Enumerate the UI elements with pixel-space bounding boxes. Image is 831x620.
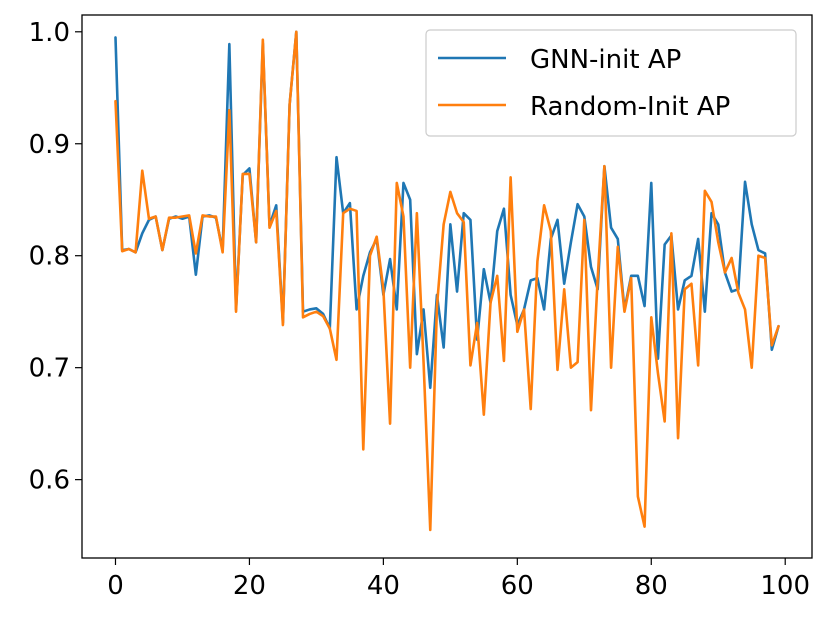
x-tick-label: 100 — [760, 571, 810, 601]
x-tick-label: 80 — [635, 571, 668, 601]
legend-items: GNN-init AP Random-Init AP — [438, 45, 730, 122]
series-line-gnn-init-ap — [114, 30, 780, 390]
x-tick-label: 40 — [367, 571, 400, 601]
y-tick-label: 0.6 — [29, 466, 70, 496]
legend-label: Random-Init AP — [530, 92, 730, 122]
x-tick-label: 60 — [501, 571, 534, 601]
y-tick-label: 1.0 — [29, 18, 70, 48]
legend: GNN-init AP Random-Init AP — [425, 29, 797, 137]
series-layer — [114, 30, 780, 532]
legend-box — [425, 29, 797, 137]
y-tick-label: 0.8 — [29, 242, 70, 272]
y-tick-label: 0.9 — [29, 130, 70, 160]
series-line-random-init-ap — [114, 30, 780, 532]
axes-frame — [81, 14, 813, 559]
x-tick-label: 0 — [107, 571, 124, 601]
y-tick-label: 0.7 — [29, 354, 70, 384]
x-tick-label: 20 — [233, 571, 266, 601]
legend-label: GNN-init AP — [530, 45, 681, 75]
tick-layer: 0 20 40 60 80 100 0.6 0.7 0.8 0.9 1.0 — [29, 18, 810, 601]
